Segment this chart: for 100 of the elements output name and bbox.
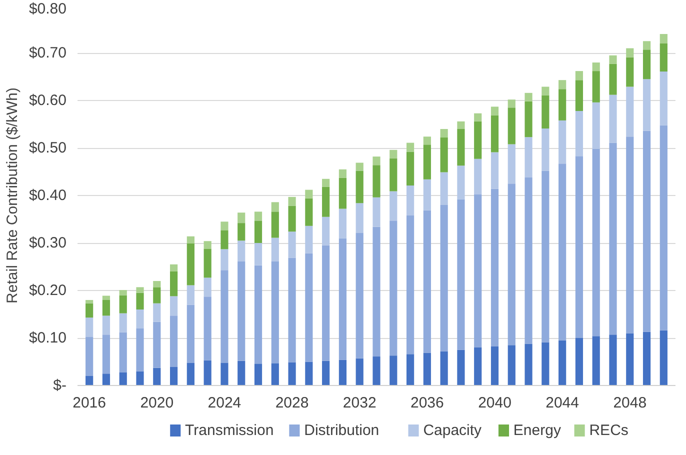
bar	[524, 92, 532, 102]
bar	[390, 220, 398, 356]
bar	[406, 215, 414, 354]
bar	[508, 184, 516, 346]
x-tick-label: 2024	[208, 394, 242, 412]
bar	[338, 238, 347, 360]
bar	[338, 208, 347, 238]
bar	[660, 72, 668, 126]
bar	[271, 202, 279, 212]
x-tick-label: 2028	[275, 394, 309, 412]
bar	[119, 313, 127, 332]
bar	[338, 178, 347, 209]
bar	[592, 71, 600, 102]
bar	[508, 108, 516, 144]
x-tick-label: 2048	[613, 394, 647, 412]
bar	[136, 310, 144, 328]
bar	[254, 364, 262, 386]
bar	[356, 170, 364, 204]
bar	[542, 95, 550, 129]
bar	[542, 86, 550, 96]
bar	[558, 164, 566, 340]
bar	[204, 360, 212, 386]
bar	[288, 362, 296, 386]
y-tick-label: $-	[53, 377, 67, 394]
bar	[356, 162, 364, 171]
y-tick-label: $0.10	[28, 330, 67, 346]
bar	[102, 316, 110, 335]
bar	[204, 278, 212, 297]
bar	[153, 322, 161, 368]
bar	[423, 136, 431, 145]
bar	[305, 190, 313, 198]
bar	[626, 48, 634, 58]
bar	[271, 212, 279, 238]
bar	[119, 332, 127, 372]
x-tick-label: 2040	[478, 394, 512, 412]
bar	[238, 360, 246, 386]
bar	[474, 113, 482, 122]
bar	[575, 71, 584, 80]
bar	[440, 129, 448, 138]
bar	[305, 226, 313, 254]
bar	[372, 197, 380, 227]
bar	[575, 156, 584, 338]
bar	[423, 352, 431, 386]
bar	[254, 265, 262, 364]
bar	[153, 287, 161, 304]
bar	[390, 191, 398, 221]
bar	[136, 371, 144, 386]
bar	[542, 170, 550, 342]
bar	[642, 50, 651, 80]
bar	[372, 226, 380, 357]
bar	[575, 338, 584, 386]
bar	[440, 172, 448, 205]
bar	[170, 272, 178, 296]
bar	[508, 345, 516, 386]
bar	[457, 129, 465, 166]
bar	[356, 358, 364, 386]
bar	[490, 346, 499, 386]
bar	[423, 179, 431, 210]
bar	[558, 80, 566, 90]
bar	[457, 199, 465, 350]
bar	[102, 374, 110, 386]
bar	[457, 166, 465, 200]
bar	[102, 300, 110, 316]
bar	[542, 128, 550, 171]
bar	[86, 303, 94, 318]
bar	[524, 137, 532, 178]
bar	[406, 152, 414, 186]
bar	[271, 262, 279, 364]
y-tick-label: $0.30	[28, 234, 67, 252]
bar	[626, 86, 634, 137]
bar	[204, 241, 212, 249]
bar	[457, 350, 465, 386]
bar	[660, 44, 668, 72]
y-tick-label: $0.50	[28, 140, 67, 156]
bar	[238, 212, 246, 224]
y-tick-label: $0.40	[28, 187, 67, 204]
bar	[660, 125, 668, 330]
x-tick-label: 2044	[546, 394, 580, 412]
bar	[524, 101, 532, 138]
bar	[322, 360, 330, 386]
y-tick-label: $0.80	[28, 0, 67, 18]
bar	[390, 356, 398, 386]
bar	[372, 356, 380, 386]
bar	[102, 334, 110, 374]
bar	[609, 334, 617, 386]
bar	[609, 94, 617, 143]
bar	[153, 303, 161, 322]
y-tick-label: $0.70	[28, 44, 67, 62]
bar	[153, 281, 161, 288]
bar	[305, 362, 313, 386]
bar	[271, 238, 279, 262]
bar	[86, 300, 94, 304]
bar	[356, 203, 364, 234]
bar	[508, 144, 516, 184]
bar	[86, 318, 94, 338]
y-tick-label: $0.60	[28, 92, 67, 109]
bar	[542, 342, 550, 386]
bar	[440, 138, 448, 172]
bar	[642, 130, 651, 332]
bar	[490, 115, 499, 152]
